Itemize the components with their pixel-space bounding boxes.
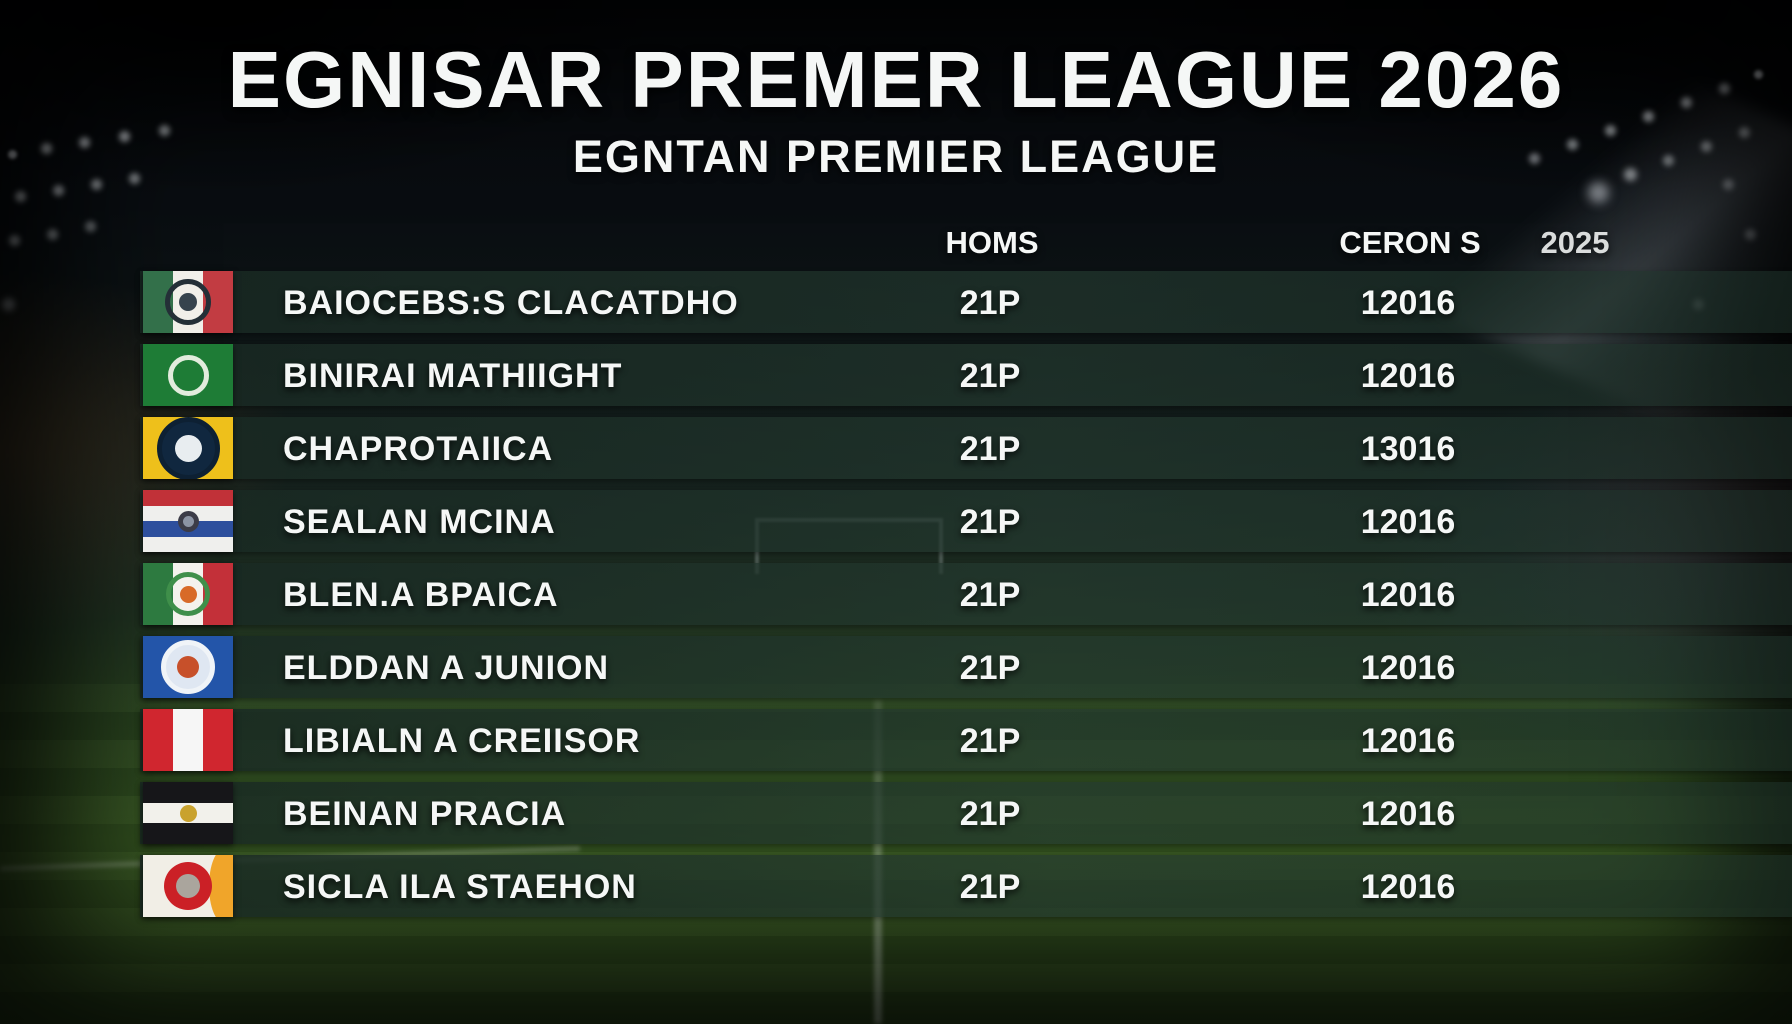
table-row: ELDDAN A JUNION 21P 12016 (140, 636, 1792, 698)
floodlights-right-icon (1754, 70, 1763, 79)
table-row: SICLA ILA STAEHON 21P 12016 (140, 855, 1792, 917)
team-ceron-value: 12016 (1360, 284, 1456, 322)
table-row: BLEN.A BPAICA 21P 12016 (140, 563, 1792, 625)
column-header-ceron: CERON S (1339, 225, 1481, 260)
table-row: BEINAN PRACIA 21P 12016 (140, 782, 1792, 844)
team-name: SEALAN MCINA (283, 503, 556, 541)
green-field-white-ring-flag (143, 344, 233, 406)
team-homs-value: 21P (959, 357, 1021, 395)
team-name: CHAPROTAIICA (283, 430, 554, 468)
black-white-black-horizontal-gold-crest-flag (143, 782, 233, 844)
page-title: EGNISAR PREMER LEAGUE 2026 (227, 35, 1565, 124)
team-homs-value: 21P (959, 430, 1021, 468)
floodlights-left-icon (8, 150, 17, 159)
blue-field-white-roundel-red-bird-flag (143, 636, 233, 698)
team-ceron-value: 12016 (1360, 649, 1456, 687)
team-homs-value: 21P (959, 284, 1021, 322)
team-ceron-value: 12016 (1360, 576, 1456, 614)
league-table-rows: BAIOCEBS:S CLACATDHO 21P 12016 BINIRAI M… (140, 271, 1792, 928)
team-ceron-value: 12016 (1360, 503, 1456, 541)
team-homs-value: 21P (959, 503, 1021, 541)
team-homs-value: 21P (959, 649, 1021, 687)
table-row: LIBIALN A CREIISOR 21P 12016 (140, 709, 1792, 771)
column-header-homs: HOMS (945, 225, 1039, 260)
team-ceron-value: 13016 (1360, 430, 1456, 468)
team-ceron-value: 12016 (1360, 795, 1456, 833)
team-name: SICLA ILA STAEHON (283, 868, 637, 906)
red-white-red-vertical-tricolor-flag (143, 709, 233, 771)
red-white-blue-horizontal-stripes-crest-flag (143, 490, 233, 552)
team-homs-value: 21P (959, 868, 1021, 906)
team-homs-value: 21P (959, 576, 1021, 614)
team-homs-value: 21P (959, 795, 1021, 833)
column-headers: HOMS CERON S 2025 (0, 224, 1792, 262)
team-name: BEINAN PRACIA (283, 795, 567, 833)
team-ceron-value: 12016 (1360, 357, 1456, 395)
table-row: CHAPROTAIICA 21P 13016 (140, 417, 1792, 479)
green-white-red-vertical-tricolor-eagle-flag (143, 563, 233, 625)
team-name: LIBIALN A CREIISOR (283, 722, 641, 760)
white-field-red-crest-orange-band-flag (143, 855, 233, 917)
green-white-red-vertical-tricolor-dark-crest-flag (143, 271, 233, 333)
team-ceron-value: 12016 (1360, 722, 1456, 760)
column-header-year: 2025 (1540, 225, 1610, 260)
table-row: BAIOCEBS:S CLACATDHO 21P 12016 (140, 271, 1792, 333)
team-name: BINIRAI MATHIIGHT (283, 357, 623, 395)
team-homs-value: 21P (959, 722, 1021, 760)
team-name: BLEN.A BPAICA (283, 576, 559, 614)
page-subtitle: EGNTAN PREMIER LEAGUE (572, 131, 1220, 182)
team-name: BAIOCEBS:S CLACATDHO (283, 284, 739, 322)
table-row: SEALAN MCINA 21P 12016 (140, 490, 1792, 552)
team-ceron-value: 12016 (1360, 868, 1456, 906)
team-name: ELDDAN A JUNION (283, 649, 610, 687)
table-row: BINIRAI MATHIIGHT 21P 12016 (140, 344, 1792, 406)
yellow-field-navy-roundel-flag (143, 417, 233, 479)
